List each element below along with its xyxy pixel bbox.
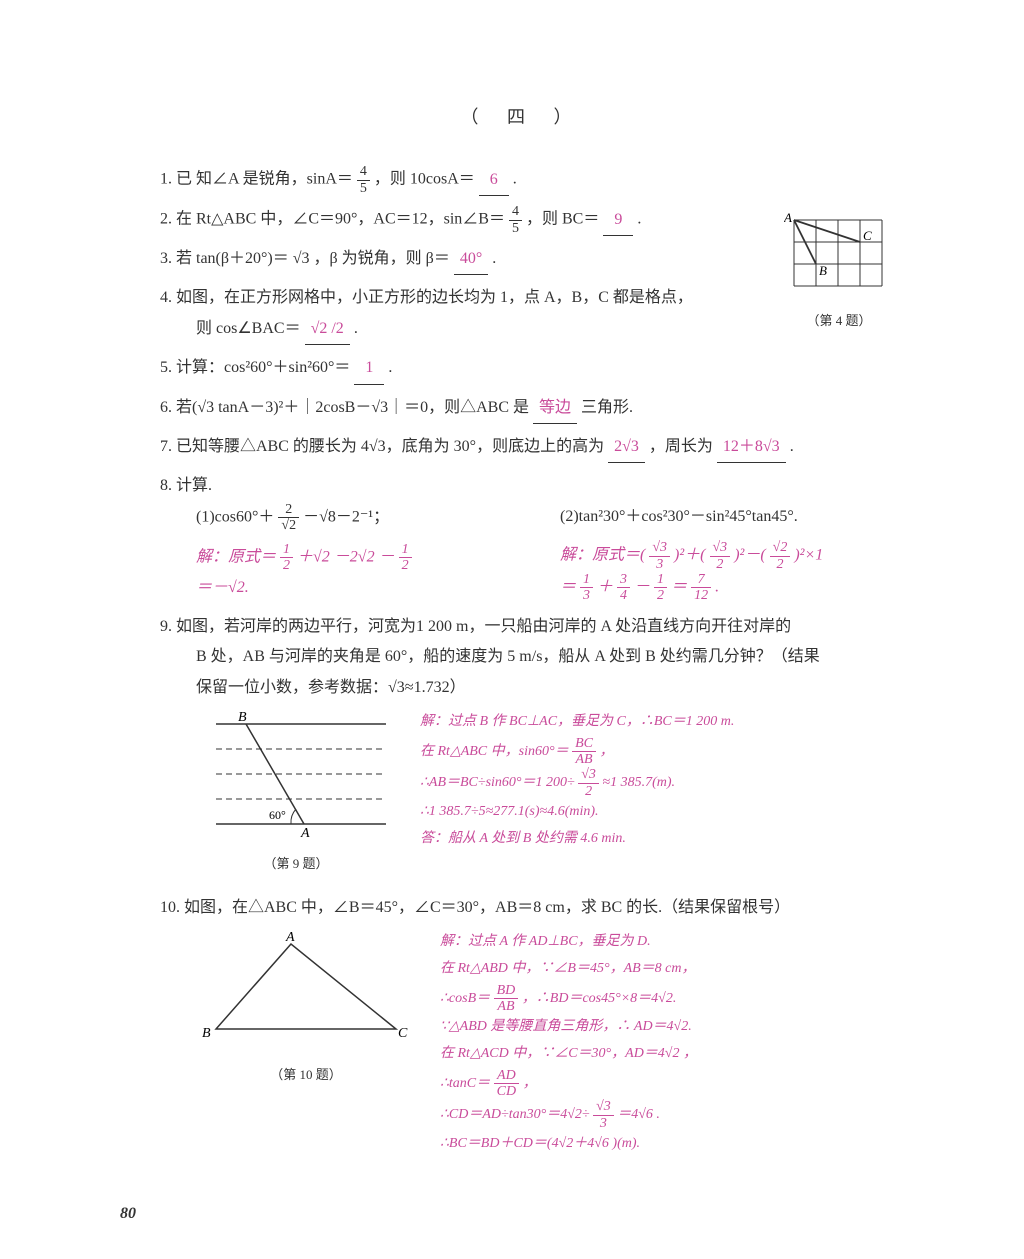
figure-10: A B C （第 10 题） (196, 929, 416, 1087)
fig10-svg: A B C (196, 929, 416, 1049)
p9-l3: 保留一位小数，参考数据：√3≈1.732） (160, 673, 884, 703)
p10s-l1: 解：过点 A 作 AD⊥BC，垂足为 D. (440, 929, 840, 956)
p5-prefix: 5. 计算：cos²60°＋sin²60°＝ (160, 359, 350, 376)
p8s2-l1: 解：原式＝( (560, 547, 645, 564)
p4-line1: 4. 如图，在正方形网格中，小正方形的边长均为 1，点 A，B，C 都是格点， (160, 289, 693, 306)
p8s1-q2: －√8－2⁻¹； (303, 508, 389, 525)
p1-frac: 45 (357, 164, 370, 196)
p8s1-sol-b: ＋√2 －2√2 － (297, 548, 395, 565)
p8s1-frac: 2√2 (278, 502, 299, 534)
p8-sub2: (2)tan²30°＋cos²30°－sin²45°tan45°. 解：原式＝(… (560, 502, 884, 604)
p9-l1: 9. 如图，若河岸的两边平行，河宽为1 200 m，一只船由河岸的 A 处沿直线… (160, 612, 884, 642)
problem-8: 8. 计算. (1)cos60°＋ 2√2 －√8－2⁻¹； 解：原式＝ 12 … (160, 471, 884, 603)
p6-answer: 等边 (533, 393, 577, 424)
p8s2-q: (2)tan²30°＋cos²30°－sin²45°tan45°. (560, 508, 798, 525)
svg-text:A: A (300, 826, 310, 839)
p9s-l1: 解：过点 B 作 BC⊥AC，垂足为 C，∴BC＝1 200 m. (420, 709, 840, 736)
svg-text:60°: 60° (269, 808, 286, 822)
problem-3: 3. 若 tan(β＋20°)＝ √3 ，β 为锐角，则 β＝ 40° . (160, 244, 884, 275)
p2-frac: 45 (509, 204, 522, 236)
problem-1: 1. 已 知∠A 是锐角，sinA＝ 45 ，则 10cosA＝ 6 . (160, 164, 884, 196)
p1-prefix: 1. 已 知∠A 是锐角，sinA＝ (160, 171, 353, 188)
problem-7: 7. 已知等腰△ABC 的腰长为 4√3，底角为 30°，则底边上的高为 2√3… (160, 432, 884, 463)
problem-5: 5. 计算：cos²60°＋sin²60°＝ 1 . (160, 353, 884, 384)
p2-answer: 9 (603, 205, 633, 236)
p7-ans1: 2√3 (608, 432, 645, 463)
p4-answer: √2 /2 (305, 314, 350, 345)
p3-answer: 40° (454, 244, 488, 275)
p4-line2: 则 cos∠BAC＝ (196, 320, 301, 337)
p2-prefix: 2. 在 Rt△ABC 中，∠C＝90°，AC＝12，sin∠B＝ (160, 211, 505, 228)
problem-10: 10. 如图，在△ABC 中，∠B＝45°，∠C＝30°，AB＝8 cm，求 B… (160, 893, 884, 1158)
p5-answer: 1 (354, 353, 384, 384)
problem-4: 4. 如图，在正方形网格中，小正方形的边长均为 1，点 A，B，C 都是格点， … (160, 283, 884, 345)
p8s1-sol-a: 解：原式＝ (196, 548, 276, 565)
p8s1-sol-l2: ＝－√2. (196, 573, 520, 603)
problem-6: 6. 若(√3 tanA－3)²＋｜2cosB－√3｜＝0，则△ABC 是 等边… (160, 393, 884, 424)
p7-ans2: 12＋8√3 (717, 432, 786, 463)
p10s-l2: 在 Rt△ABD 中，∵∠B＝45°，AB＝8 cm， (440, 956, 840, 983)
p10-l1: 10. 如图，在△ABC 中，∠B＝45°，∠C＝30°，AB＝8 cm，求 B… (160, 893, 884, 923)
svg-text:C: C (398, 1026, 408, 1041)
fig4-svg: A C B (784, 210, 894, 296)
problem-2: 2. 在 Rt△ABC 中，∠C＝90°，AC＝12，sin∠B＝ 45 ，则 … (160, 204, 884, 236)
p10s-l5: 在 Rt△ACD 中，∵∠C＝30°，AD＝4√2 ， (440, 1041, 840, 1068)
p8-header: 8. 计算. (160, 477, 212, 494)
p4-suffix: . (354, 320, 358, 337)
fig9-svg: B A 60° (196, 709, 396, 839)
p5-suffix: . (388, 359, 392, 376)
fig10-caption: （第 10 题） (196, 1063, 416, 1088)
p1-suffix: . (513, 171, 517, 188)
p8s1-q: (1)cos60°＋ (196, 508, 274, 525)
p2-mid: ，则 BC＝ (526, 211, 599, 228)
fig4-C: C (863, 228, 872, 243)
fig4-caption: （第 4 题） (784, 309, 894, 334)
p9s-l4: ∴1 385.7÷5≈277.1(s)≈4.6(min). (420, 799, 840, 826)
p6-prefix: 6. 若(√3 tanA－3)²＋｜2cosB－√3｜＝0，则△ABC 是 (160, 399, 529, 416)
p8-sub1: (1)cos60°＋ 2√2 －√8－2⁻¹； 解：原式＝ 12 ＋√2 －2√… (196, 502, 520, 604)
p1-mid: ，则 10cosA＝ (374, 171, 475, 188)
p3-sqrt: √3 (293, 250, 310, 267)
p10s-l4: ∵△ABD 是等腰直角三角形，∴ AD＝4√2. (440, 1014, 840, 1041)
p3-prefix: 3. 若 tan(β＋20°)＝ (160, 250, 289, 267)
section-title: （ 四 ） (160, 100, 884, 134)
p9s-l5: 答：船从 A 处到 B 处约需 4.6 min. (420, 826, 840, 853)
p6-suffix: 三角形. (581, 399, 633, 416)
problem-9: 9. 如图，若河岸的两边平行，河宽为1 200 m，一只船由河岸的 A 处沿直线… (160, 612, 884, 877)
p3-mid: ，β 为锐角，则 β＝ (314, 250, 450, 267)
figure-4: A C B （第 4 题） (784, 210, 894, 334)
svg-text:B: B (238, 710, 247, 725)
p9-l2: B 处，AB 与河岸的夹角是 60°，船的速度为 5 m/s，船从 A 处到 B… (160, 642, 884, 672)
p9-solution: 解：过点 B 作 BC⊥AC，垂足为 C，∴BC＝1 200 m. 在 Rt△A… (420, 709, 840, 852)
p7-suffix: . (790, 438, 794, 455)
p10-solution: 解：过点 A 作 AD⊥BC，垂足为 D. 在 Rt△ABD 中，∵∠B＝45°… (440, 929, 840, 1157)
fig4-B: B (819, 263, 827, 278)
fig9-caption: （第 9 题） (196, 852, 396, 877)
figure-9: B A 60° （第 9 题） (196, 709, 396, 877)
p10s-l8: ∴BC＝BD＋CD＝(4√2＋4√6 )(m). (440, 1131, 840, 1158)
p7-prefix: 7. 已知等腰△ABC 的腰长为 4√3，底角为 30°，则底边上的高为 (160, 438, 604, 455)
p2-suffix: . (637, 211, 641, 228)
p7-mid: ，周长为 (649, 438, 713, 455)
svg-text:B: B (202, 1026, 211, 1041)
fig4-A: A (784, 210, 792, 225)
p3-suffix: . (492, 250, 496, 267)
p1-answer: 6 (479, 165, 509, 196)
svg-text:A: A (285, 930, 295, 945)
page-number: 80 (120, 1199, 136, 1229)
